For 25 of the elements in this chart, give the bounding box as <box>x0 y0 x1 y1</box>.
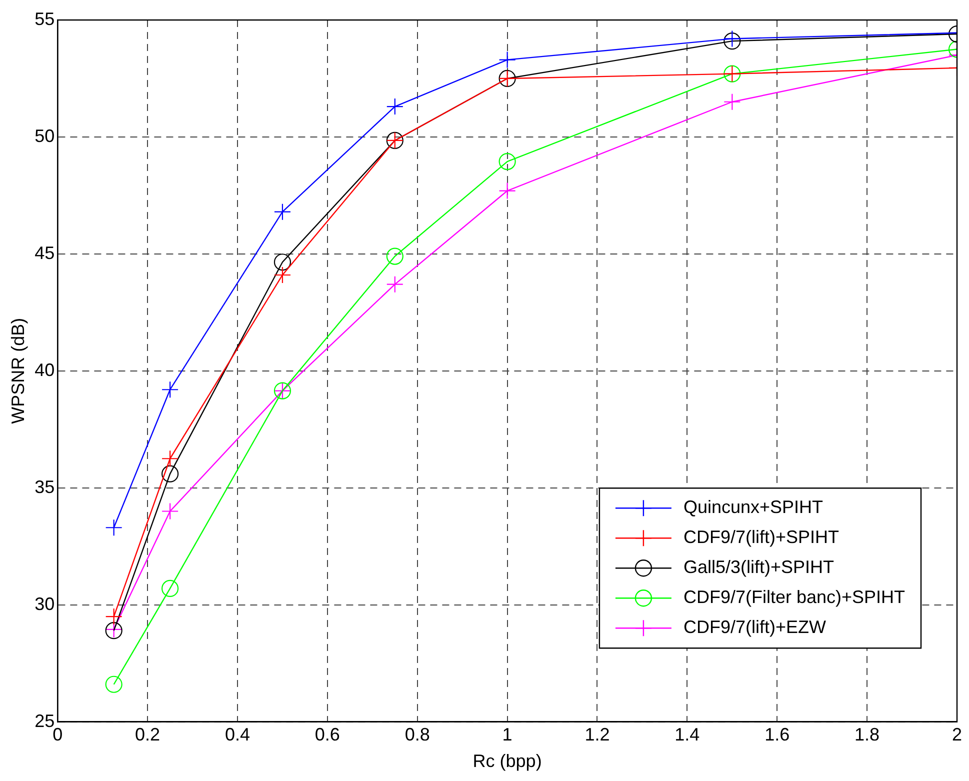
x-tick-label: 0.8 <box>404 724 430 745</box>
y-tick-label: 35 <box>34 476 55 497</box>
x-axis-title: Rc (bpp) <box>472 751 542 772</box>
x-tick-label: 1.2 <box>584 724 610 745</box>
x-tick-label: 2 <box>952 724 962 745</box>
y-tick-label: 50 <box>34 126 55 146</box>
x-tick-label: 1.6 <box>764 724 790 745</box>
legend-label: CDF9/7(lift)+SPIHT <box>683 527 839 548</box>
x-tick-label: 0 <box>52 724 63 745</box>
y-tick-label: 45 <box>34 242 55 263</box>
x-tick-label: 1 <box>502 724 512 745</box>
legend-label: Gall5/3(lift)+SPIHT <box>683 557 834 578</box>
x-tick-label: 0.6 <box>314 724 340 745</box>
y-tick-label: 40 <box>34 360 55 380</box>
y-axis-title: WPSNR (dB) <box>8 318 28 424</box>
legend-label: CDF9/7(lift)+EZW <box>683 617 826 638</box>
x-tick-label: 1.4 <box>674 724 700 745</box>
x-tick-label: 1.8 <box>854 724 880 745</box>
legend-label: CDF9/7(Filter banc)+SPIHT <box>683 587 906 608</box>
x-tick-label: 0.2 <box>135 724 160 745</box>
legend-label: Quincunx+SPIHT <box>683 497 824 518</box>
x-tick-label: 0.4 <box>224 724 250 745</box>
y-tick-label: 25 <box>34 710 55 731</box>
y-tick-label: 55 <box>34 8 55 29</box>
y-tick-label: 30 <box>34 594 55 614</box>
